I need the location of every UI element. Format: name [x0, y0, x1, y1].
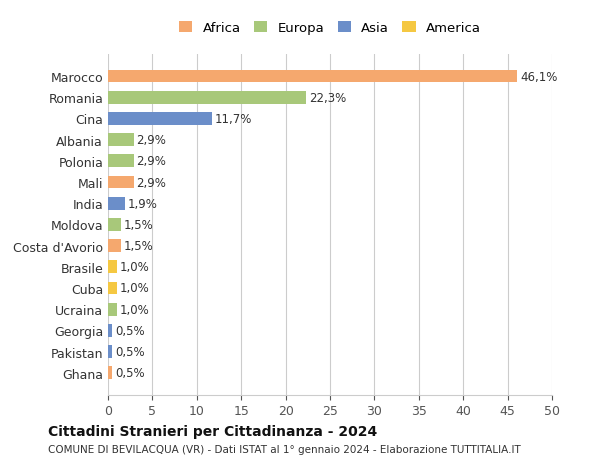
Bar: [108, 303, 117, 316]
Text: 0,5%: 0,5%: [115, 324, 145, 337]
Bar: [108, 155, 134, 168]
Text: 2,9%: 2,9%: [136, 134, 166, 147]
Bar: [108, 92, 306, 104]
Text: 0,5%: 0,5%: [115, 345, 145, 358]
Text: 2,9%: 2,9%: [136, 155, 166, 168]
Text: 46,1%: 46,1%: [520, 70, 557, 84]
Bar: [108, 282, 117, 295]
Text: 22,3%: 22,3%: [308, 91, 346, 105]
Bar: [108, 261, 117, 274]
Text: 1,0%: 1,0%: [119, 282, 149, 295]
Bar: [108, 240, 121, 252]
Text: 1,0%: 1,0%: [119, 303, 149, 316]
Bar: [108, 134, 134, 147]
Bar: [108, 367, 112, 379]
Bar: [108, 346, 112, 358]
Text: 1,5%: 1,5%: [124, 218, 154, 231]
Text: Cittadini Stranieri per Cittadinanza - 2024: Cittadini Stranieri per Cittadinanza - 2…: [48, 425, 377, 438]
Bar: [108, 176, 134, 189]
Text: 1,0%: 1,0%: [119, 261, 149, 274]
Text: COMUNE DI BEVILACQUA (VR) - Dati ISTAT al 1° gennaio 2024 - Elaborazione TUTTITA: COMUNE DI BEVILACQUA (VR) - Dati ISTAT a…: [48, 444, 521, 454]
Bar: [108, 71, 517, 83]
Legend: Africa, Europa, Asia, America: Africa, Europa, Asia, America: [175, 17, 485, 39]
Text: 0,5%: 0,5%: [115, 366, 145, 380]
Text: 2,9%: 2,9%: [136, 176, 166, 189]
Bar: [108, 197, 125, 210]
Bar: [108, 113, 212, 125]
Text: 1,5%: 1,5%: [124, 240, 154, 252]
Text: 1,9%: 1,9%: [128, 197, 157, 210]
Bar: [108, 218, 121, 231]
Text: 11,7%: 11,7%: [215, 112, 252, 126]
Bar: [108, 325, 112, 337]
